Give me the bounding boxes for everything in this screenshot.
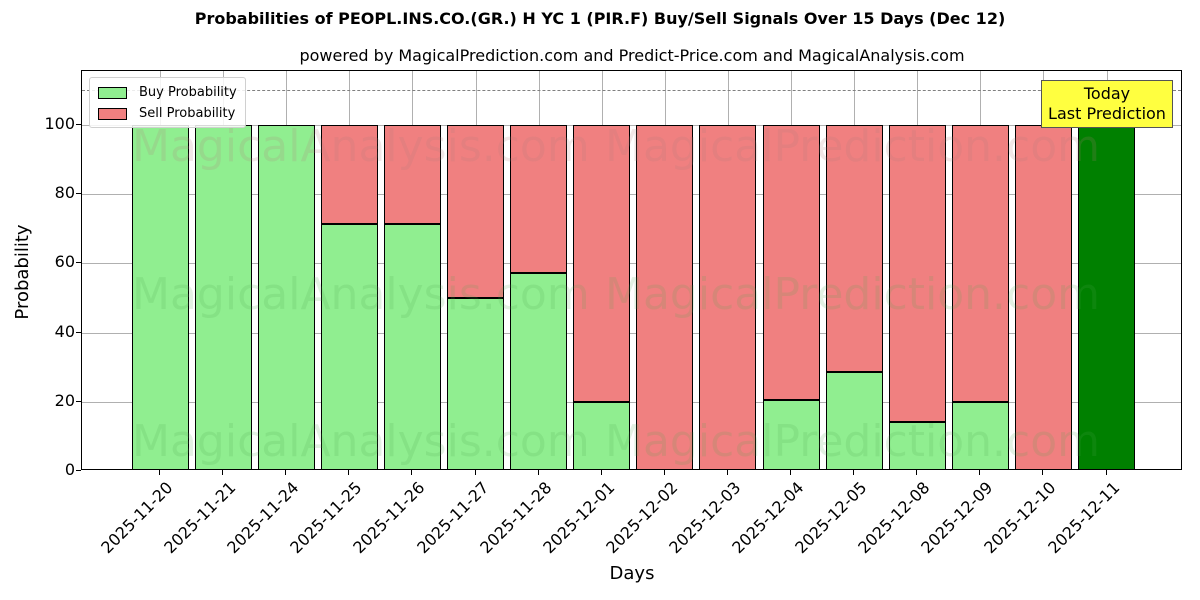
x-tick-mark: [348, 470, 350, 475]
sell-bar: [383, 125, 441, 224]
legend-buy-label: Buy Probability: [139, 85, 237, 100]
grid-line-h: [82, 125, 1181, 126]
y-tick-label: 0: [64, 460, 75, 479]
y-tick-label: 40: [54, 321, 75, 341]
grid-line-h: [82, 332, 1181, 334]
y-tick-mark: [76, 262, 81, 264]
reference-line: [82, 90, 1181, 92]
x-axis-label: Days: [609, 563, 655, 584]
x-tick-mark: [790, 470, 791, 475]
buy-bar: [383, 223, 441, 469]
legend-sell-label: Sell Probability: [139, 106, 236, 121]
sell-bar: [320, 125, 378, 224]
x-tick-mark: [411, 470, 413, 475]
chart-subtitle: powered by MagicalPrediction.com and Pre…: [299, 46, 965, 65]
x-tick-mark: [222, 470, 224, 475]
today-annotation: Today Last Prediction: [1041, 80, 1173, 128]
legend: Buy Probability Sell Probability: [89, 77, 246, 128]
y-tick-mark: [76, 331, 81, 333]
plot-area: MagicalAnalysis.comMagicalPrediction.com…: [81, 70, 1182, 470]
buy-bar: [1078, 125, 1135, 469]
grid-line-h: [82, 263, 1181, 265]
y-axis-label: Probability: [12, 224, 33, 320]
sell-bar: [573, 125, 631, 402]
y-tick-mark: [76, 124, 81, 125]
buy-swatch-icon: [98, 86, 127, 99]
y-tick-label: 80: [54, 183, 75, 203]
buy-bar: [131, 125, 189, 469]
buy-bar: [510, 273, 568, 469]
sell-swatch-icon: [98, 107, 127, 120]
sell-bar: [510, 125, 568, 274]
buy-bar: [951, 401, 1009, 469]
x-tick-mark: [285, 470, 287, 475]
buy-bar: [573, 401, 631, 469]
legend-item-sell: Sell Probability: [98, 103, 237, 124]
buy-bar: [825, 372, 883, 469]
x-tick-mark: [853, 470, 855, 475]
buy-bar: [447, 298, 504, 469]
annotation-line2: Last Prediction: [1048, 104, 1166, 123]
y-tick-mark: [76, 400, 81, 402]
y-tick-label: 100: [44, 114, 75, 133]
buy-bar: [762, 400, 820, 469]
sell-bar: [447, 125, 504, 298]
sell-bar: [888, 125, 946, 422]
chart-title: Probabilities of PEOPL.INS.CO.(GR.) H YC…: [194, 9, 1006, 28]
y-tick-label: 20: [54, 390, 75, 410]
x-tick-mark: [474, 470, 476, 475]
x-tick-mark: [1042, 470, 1044, 475]
x-tick-mark: [663, 470, 665, 475]
x-tick-mark: [537, 470, 539, 475]
x-tick-mark: [159, 470, 160, 475]
sell-bar: [1014, 125, 1072, 469]
y-tick-mark: [76, 193, 81, 195]
x-tick-mark: [979, 470, 981, 475]
buy-bar: [888, 421, 946, 469]
x-tick-mark: [916, 470, 918, 475]
y-tick-mark: [76, 470, 81, 471]
sell-bar: [636, 125, 694, 469]
legend-item-buy: Buy Probability: [98, 82, 237, 103]
x-tick-mark: [726, 470, 728, 475]
sell-bar: [825, 125, 883, 373]
x-tick-mark: [1105, 470, 1107, 475]
annotation-line1: Today: [1083, 84, 1131, 103]
sell-bar: [762, 125, 820, 401]
buy-bar: [320, 223, 378, 469]
grid-line-h: [82, 194, 1181, 196]
sell-bar: [699, 125, 757, 469]
sell-bar: [951, 125, 1009, 402]
grid-line-h: [82, 401, 1181, 403]
x-tick-mark: [600, 470, 602, 475]
buy-bar: [194, 125, 252, 469]
buy-bar: [257, 125, 315, 469]
y-tick-label: 60: [54, 252, 75, 272]
